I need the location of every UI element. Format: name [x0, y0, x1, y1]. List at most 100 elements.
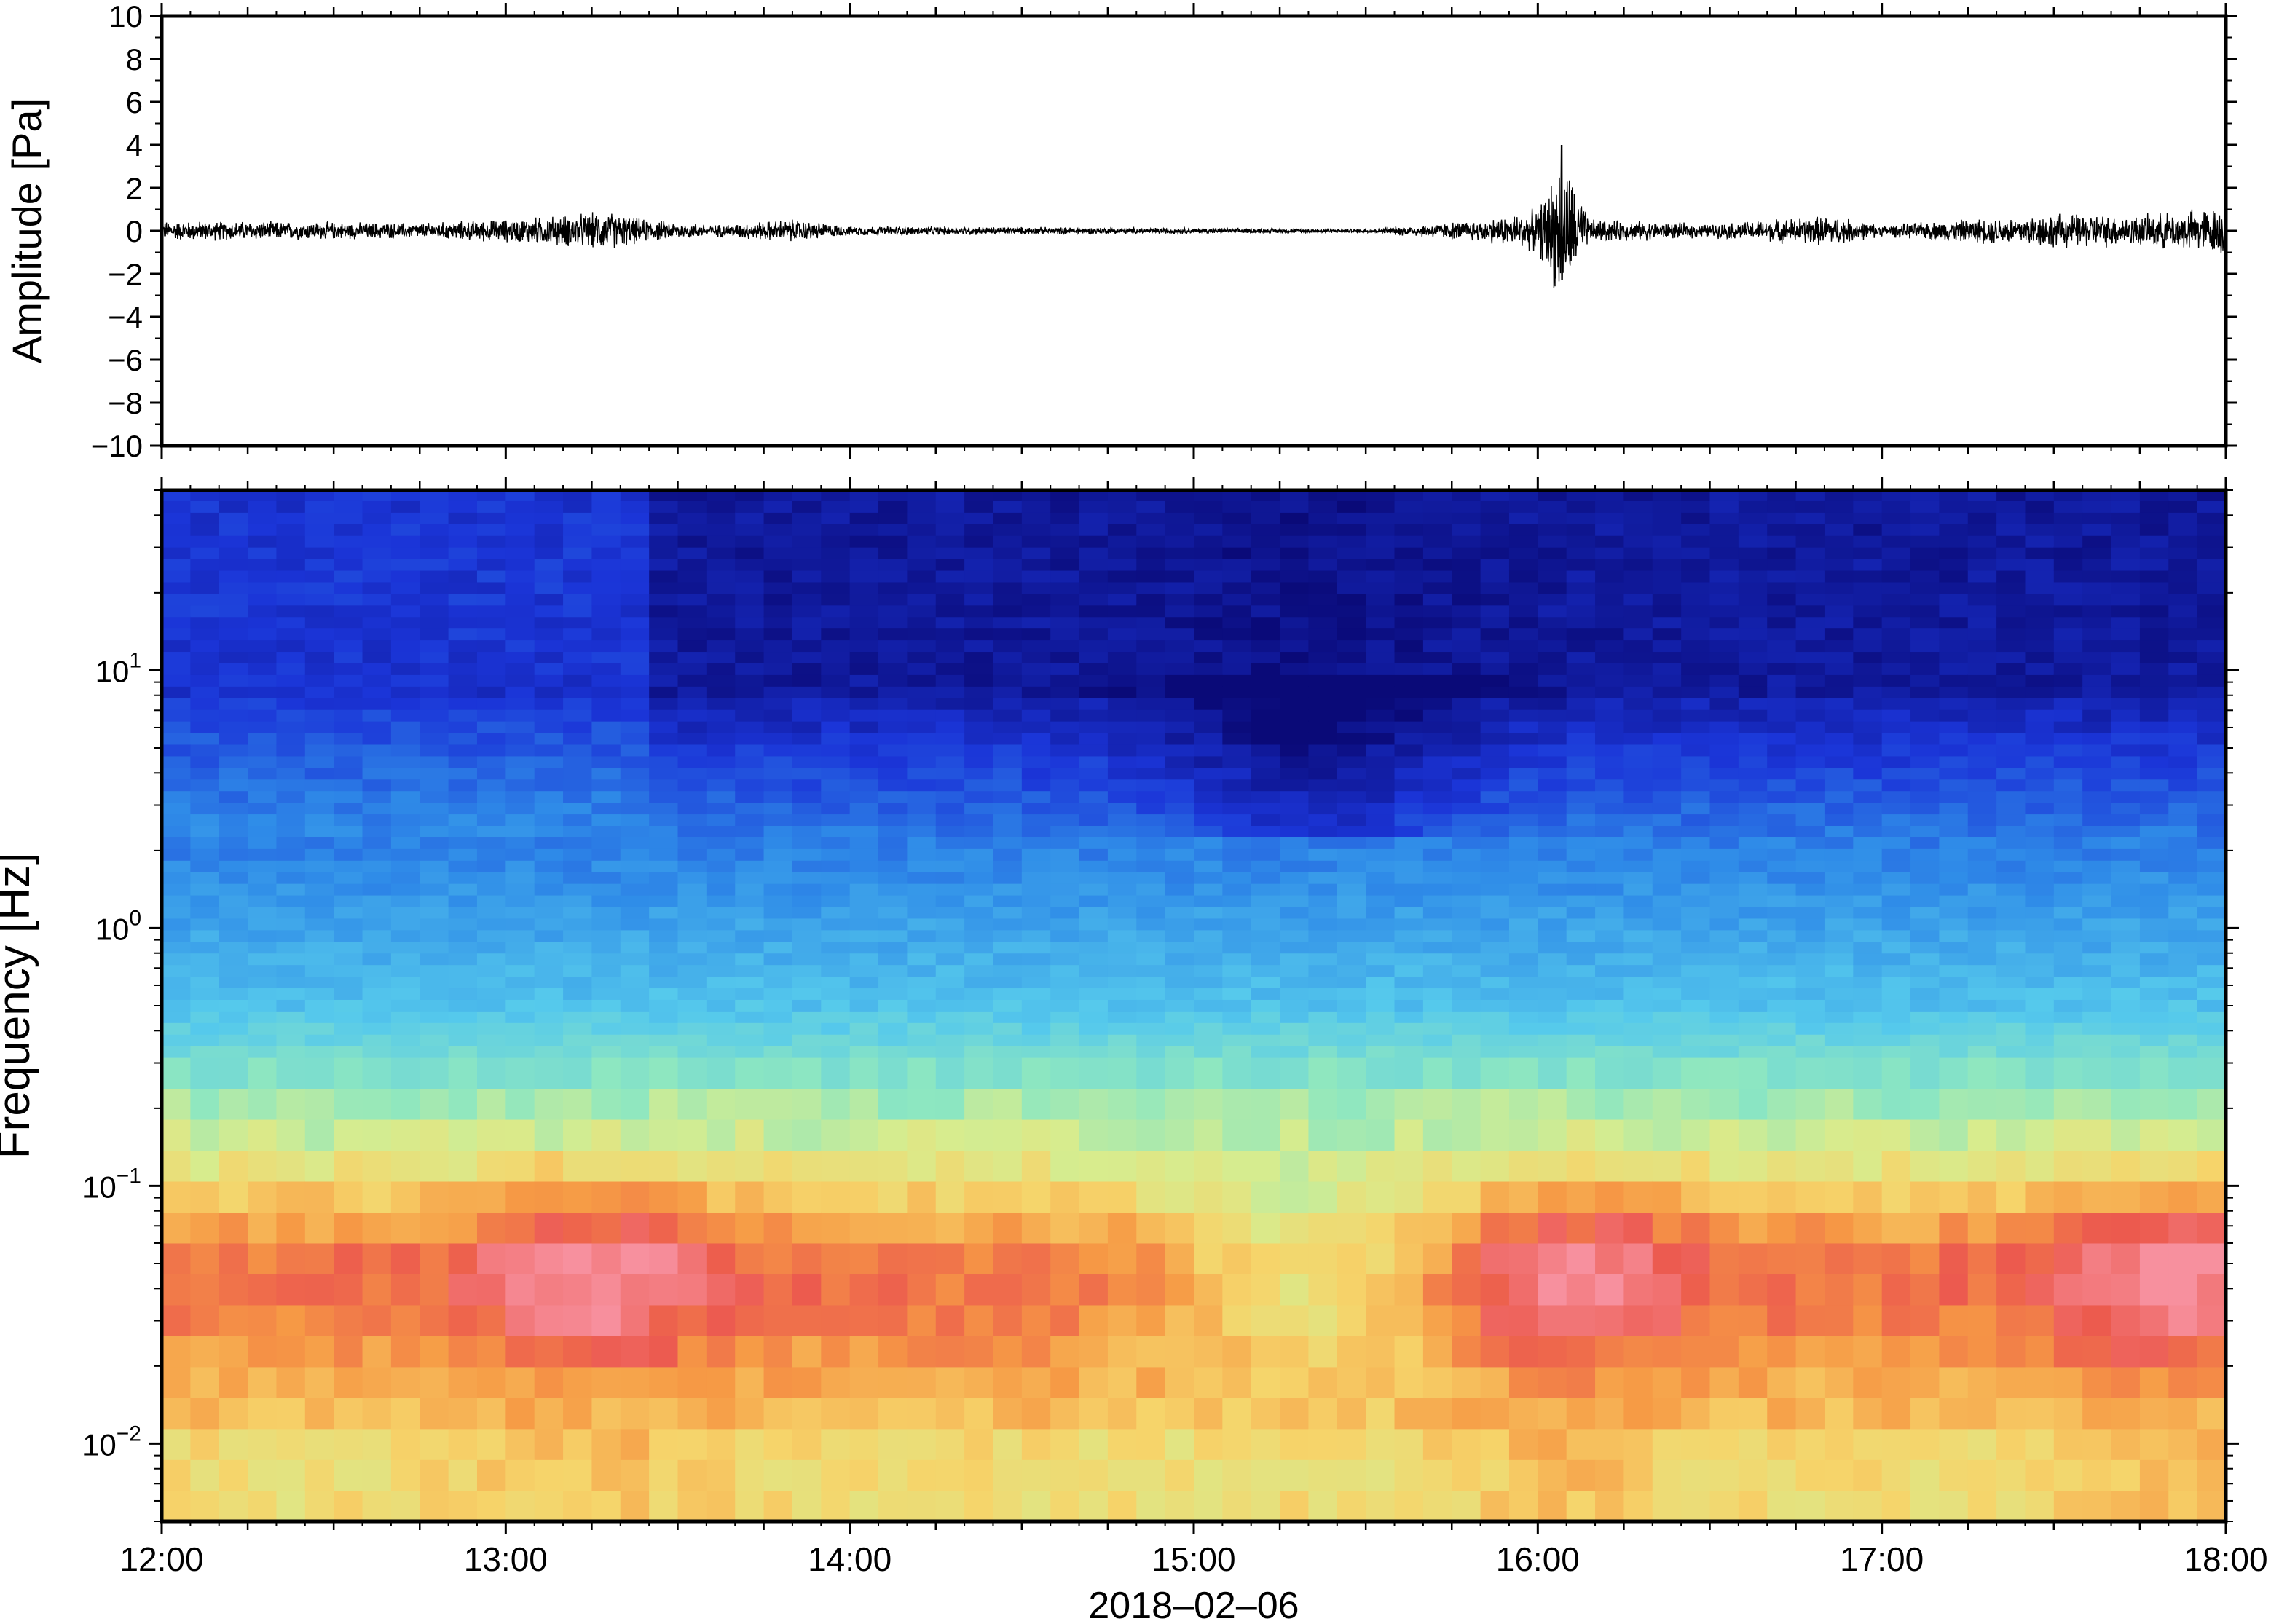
- spectrogram-cell: [2111, 999, 2141, 1012]
- spectrogram-cell: [476, 1088, 507, 1120]
- spectrogram-cell: [1251, 999, 1280, 1012]
- spectrogram-cell: [219, 918, 248, 931]
- spectrogram-cell: [1681, 1459, 1711, 1491]
- spectrogram-cell: [1996, 1428, 2026, 1460]
- spectrogram-cell: [1308, 1180, 1338, 1213]
- spectrogram-cell: [2139, 790, 2170, 803]
- spectrogram-cell: [534, 1274, 564, 1306]
- spectrogram-cell: [362, 651, 392, 663]
- spectrogram-cell: [993, 1011, 1023, 1023]
- spectrogram-cell: [1452, 1033, 1481, 1046]
- spectrogram-cell: [1939, 988, 1969, 1000]
- spectrogram-cell: [1709, 709, 1739, 722]
- spectrogram-cell: [792, 639, 822, 653]
- spectrogram-cell: [1623, 1150, 1653, 1182]
- spectrogram-cell: [706, 999, 736, 1012]
- spectrogram-cell: [2111, 755, 2141, 768]
- spectrogram-cell: [219, 1119, 248, 1151]
- spectrogram-cell: [534, 1180, 564, 1213]
- spectrogram-cell: [1910, 848, 1940, 861]
- spectrogram-cell: [1681, 1336, 1711, 1368]
- spectrogram-cell: [1910, 859, 1940, 872]
- spectrogram-cell: [1853, 813, 1883, 826]
- spectrogram-cell: [1767, 1022, 1797, 1035]
- spectrogram-cell: [505, 500, 535, 513]
- spectrogram-cell: [162, 639, 192, 653]
- spectrogram-cell: [248, 1022, 278, 1035]
- spectrogram-cell: [1194, 663, 1224, 675]
- spectrogram-cell: [1881, 802, 1911, 815]
- spectrogram-cell: [190, 964, 220, 977]
- spectrogram-cell: [1508, 767, 1539, 780]
- spectrogram-cell: [1881, 1180, 1911, 1213]
- spectrogram-cell: [1652, 871, 1682, 884]
- spectrogram-cell: [162, 616, 192, 629]
- spectrogram-cell: [792, 512, 822, 524]
- spectrogram-cell: [2053, 732, 2083, 745]
- spectrogram-cell: [1881, 1212, 1911, 1244]
- spectrogram-cell: [1280, 663, 1310, 675]
- spectrogram-cell: [964, 859, 994, 872]
- spectrogram-cell: [1538, 569, 1567, 583]
- spectrogram-cell: [763, 1011, 793, 1023]
- spectrogram-cell: [1566, 1304, 1596, 1336]
- spectrogram-cell: [1021, 512, 1051, 524]
- spectrogram-cell: [677, 859, 707, 872]
- spectrogram-cell: [1652, 1490, 1682, 1521]
- spectrogram-cell: [591, 604, 621, 618]
- spectrogram-cell: [1967, 953, 1997, 966]
- spectrogram-cell: [304, 767, 334, 780]
- spectrogram-cell: [735, 663, 765, 675]
- spectrogram-cell: [190, 581, 220, 594]
- spectrogram-cell: [1508, 929, 1539, 942]
- spectrogram-cell: [2082, 569, 2112, 583]
- spectrogram-cell: [792, 837, 822, 849]
- spectrogram-cell: [276, 1398, 306, 1430]
- spectrogram-cell: [1021, 813, 1051, 826]
- spectrogram-cell: [1623, 790, 1653, 803]
- spectrogram-cell: [304, 1119, 334, 1151]
- spectrogram-cell: [849, 1045, 879, 1058]
- spectrogram-cell: [1366, 569, 1396, 583]
- spectrogram-cell: [1538, 720, 1567, 733]
- spectrogram-cell: [1452, 686, 1481, 698]
- spectrogram-cell: [1996, 697, 2026, 710]
- spectrogram-cell: [1709, 593, 1739, 606]
- spectrogram-cell: [763, 616, 793, 629]
- spectrogram-cell: [1795, 779, 1825, 792]
- spectrogram-cell: [1538, 859, 1567, 872]
- spectrogram-cell: [792, 813, 822, 826]
- spectrogram-cell: [534, 663, 564, 675]
- spectrogram-cell: [505, 663, 535, 675]
- spectrogram-cell: [1824, 524, 1854, 536]
- spectrogram-cell: [448, 859, 478, 872]
- spectrogram-cell: [1508, 1242, 1539, 1274]
- spectrogram-cell: [1967, 593, 1997, 606]
- spectrogram-cell: [1824, 709, 1854, 722]
- spectrogram-cell: [2168, 616, 2198, 629]
- spectrogram-cell: [1566, 558, 1596, 571]
- spectrogram-cell: [1280, 720, 1310, 733]
- spectrogram-cell: [1853, 1336, 1883, 1368]
- spectrogram-cell: [2025, 929, 2055, 942]
- spectrogram-cell: [1595, 929, 1625, 942]
- spectrogram-cell: [190, 813, 220, 826]
- spectrogram-cell: [2053, 918, 2083, 931]
- spectrogram-cell: [935, 744, 965, 757]
- spectrogram-cell: [1738, 999, 1768, 1012]
- spectrogram-cell: [1194, 1242, 1224, 1274]
- spectrogram-cell: [1079, 767, 1109, 780]
- spectrogram-cell: [1251, 941, 1280, 954]
- spectrogram-cell: [390, 906, 421, 919]
- spectrogram-cell: [1251, 790, 1280, 803]
- spectrogram-cell: [993, 859, 1023, 872]
- spectrogram-cell: [1222, 1274, 1252, 1306]
- spectrogram-cell: [1738, 859, 1768, 872]
- spectrogram-cell: [1050, 825, 1080, 837]
- spectrogram-cell: [591, 581, 621, 594]
- spectrogram-cell: [1824, 593, 1854, 606]
- spectrogram-cell: [878, 674, 908, 687]
- spectrogram-cell: [1967, 732, 1997, 745]
- spectrogram-cell: [2168, 628, 2198, 641]
- spectrogram-cell: [1623, 686, 1653, 698]
